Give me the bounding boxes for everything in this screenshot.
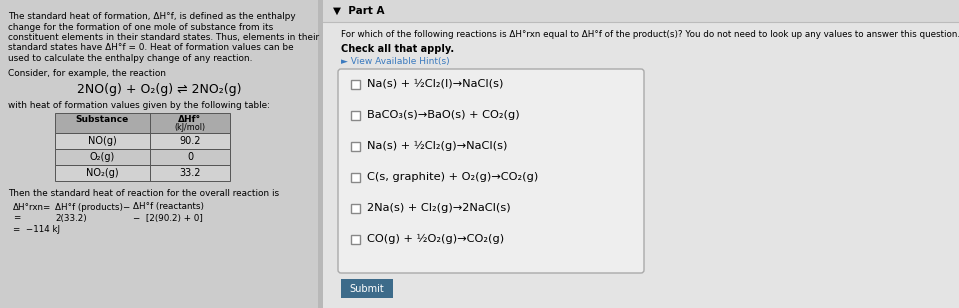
Text: NO(g): NO(g) [88, 136, 117, 145]
Text: ΔH°f (products)−: ΔH°f (products)− [55, 202, 130, 212]
Text: For which of the following reactions is ΔH°rxn equal to ΔH°f of the product(s)? : For which of the following reactions is … [341, 30, 959, 39]
Bar [323, 0, 959, 22]
Text: BaCO₃(s)→BaO(s) + CO₂(g): BaCO₃(s)→BaO(s) + CO₂(g) [367, 110, 520, 120]
Text: The standard heat of formation, ΔH°f, is defined as the enthalpy: The standard heat of formation, ΔH°f, is… [8, 12, 295, 21]
Text: C(s, graphite) + O₂(g)→CO₂(g): C(s, graphite) + O₂(g)→CO₂(g) [367, 172, 538, 182]
FancyBboxPatch shape [341, 279, 393, 298]
Text: 2Na(s) + Cl₂(g)→2NaCl(s): 2Na(s) + Cl₂(g)→2NaCl(s) [367, 203, 510, 213]
Text: −  [2(90.2) + 0]: − [2(90.2) + 0] [133, 213, 203, 222]
Bar [351, 172, 360, 181]
Bar [351, 141, 360, 151]
Text: ► View Available Hint(s): ► View Available Hint(s) [341, 57, 450, 66]
Text: ΔH°f (reactants): ΔH°f (reactants) [133, 202, 204, 212]
Text: O₂(g): O₂(g) [90, 152, 115, 161]
Text: ΔH°rxn=: ΔH°rxn= [13, 202, 52, 212]
Bar [351, 79, 360, 88]
Bar [55, 164, 230, 180]
Text: constituent elements in their standard states. Thus, elements in their: constituent elements in their standard s… [8, 33, 319, 42]
Text: 0: 0 [187, 152, 193, 161]
Text: 2NO(g) + O₂(g) ⇌ 2NO₂(g): 2NO(g) + O₂(g) ⇌ 2NO₂(g) [77, 83, 242, 96]
Text: Submit: Submit [350, 283, 385, 294]
Text: Substance: Substance [76, 115, 129, 124]
Text: Check all that apply.: Check all that apply. [341, 44, 455, 54]
Bar [318, 0, 323, 308]
Text: change for the formation of one mole of substance from its: change for the formation of one mole of … [8, 22, 273, 31]
Text: 90.2: 90.2 [179, 136, 200, 145]
Text: ΔHf°: ΔHf° [178, 115, 201, 124]
Text: ▼  Part A: ▼ Part A [333, 6, 385, 16]
Bar [55, 132, 230, 148]
Bar [351, 111, 360, 120]
Text: 2(33.2): 2(33.2) [55, 213, 86, 222]
Text: standard states have ΔH°f = 0. Heat of formation values can be: standard states have ΔH°f = 0. Heat of f… [8, 43, 293, 52]
Text: =: = [13, 213, 20, 222]
Bar [55, 112, 230, 132]
Text: NO₂(g): NO₂(g) [86, 168, 119, 177]
Text: Na(s) + ½Cl₂(g)→NaCl(s): Na(s) + ½Cl₂(g)→NaCl(s) [367, 141, 507, 151]
Bar [55, 148, 230, 164]
Text: with heat of formation values given by the following table:: with heat of formation values given by t… [8, 100, 270, 110]
Bar [323, 0, 959, 308]
Text: used to calculate the enthalpy change of any reaction.: used to calculate the enthalpy change of… [8, 54, 252, 63]
Text: Then the standard heat of reaction for the overall reaction is: Then the standard heat of reaction for t… [8, 189, 279, 198]
Text: 33.2: 33.2 [179, 168, 200, 177]
Text: (kJ/mol): (kJ/mol) [175, 124, 205, 132]
Text: =  −114 kJ: = −114 kJ [13, 225, 60, 233]
Text: CO(g) + ½O₂(g)→CO₂(g): CO(g) + ½O₂(g)→CO₂(g) [367, 234, 504, 244]
Text: Consider, for example, the reaction: Consider, for example, the reaction [8, 70, 166, 79]
FancyBboxPatch shape [338, 69, 644, 273]
Bar [0, 0, 318, 308]
Bar [351, 234, 360, 244]
Bar [351, 204, 360, 213]
Text: Na(s) + ½Cl₂(l)→NaCl(s): Na(s) + ½Cl₂(l)→NaCl(s) [367, 79, 503, 89]
